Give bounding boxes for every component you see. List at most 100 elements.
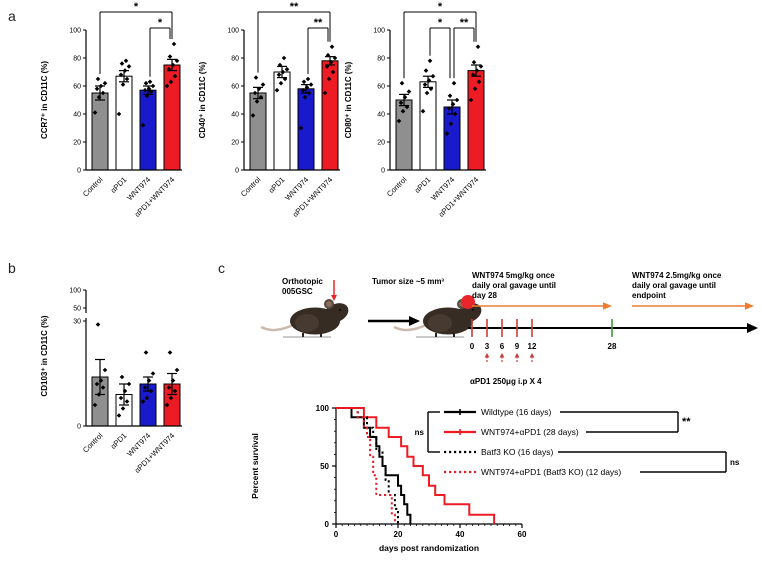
- data-point: [148, 89, 154, 94]
- data-point: [260, 82, 266, 87]
- data-point: [444, 131, 450, 136]
- y-axis-title: CD103⁺ in CD11C (%): [40, 315, 49, 396]
- dosing-text-1: daily oral gavage until: [472, 281, 556, 290]
- data-point: [144, 93, 150, 99]
- tumor-mouse: [393, 295, 482, 338]
- dosing-text-1: day 28: [472, 291, 497, 300]
- data-point: [118, 72, 124, 78]
- y-tick-label: 100: [373, 28, 385, 35]
- data-point: [332, 55, 338, 61]
- data-point: [330, 69, 336, 75]
- apd1-injection-arrowhead: [484, 353, 490, 358]
- legend-label: Batf3 KO (16 days): [481, 447, 553, 457]
- data-point: [276, 72, 282, 78]
- y-tick-label: 60: [231, 84, 239, 91]
- sig-label: **: [460, 17, 469, 29]
- data-point: [447, 93, 453, 99]
- y-tick-label: 80: [231, 56, 239, 63]
- data-point: [476, 79, 482, 85]
- x-tick-label: 40: [456, 530, 465, 539]
- x-category-label: Control: [385, 175, 409, 199]
- data-point: [428, 86, 434, 92]
- y-axis-title: CD80⁺ in CD11C (%): [344, 61, 353, 138]
- survival-km-chart: 0 50 100 0 20 40 60 Percent survival days post r…: [250, 404, 740, 553]
- data-point: [94, 86, 100, 92]
- cd40-bar-chart: 0 20 40 60 80 100 CD40⁺ in CD11C (%) Control αPD…: [198, 1, 340, 219]
- timeline-arrowhead: [747, 323, 758, 333]
- data-point: [143, 350, 149, 355]
- data-point: [328, 59, 334, 65]
- bar-αPD1: [419, 81, 437, 171]
- y-tick-label: 0: [235, 168, 239, 175]
- timeline-tick-label: 3: [485, 342, 490, 351]
- y-tick-label: 40: [231, 112, 239, 119]
- data-point: [452, 111, 458, 117]
- x-category-label: Control: [81, 431, 105, 455]
- data-point: [326, 76, 332, 82]
- y-tick-label: 100: [69, 28, 81, 35]
- data-point: [402, 94, 408, 100]
- data-point: [100, 90, 106, 96]
- data-point: [148, 388, 154, 394]
- y-tick-label: 40: [377, 112, 385, 119]
- x-tick-label: 0: [334, 530, 339, 539]
- data-point: [422, 82, 428, 87]
- data-point: [102, 80, 108, 86]
- data-point: [302, 94, 308, 100]
- sig-label: *: [134, 1, 139, 13]
- data-point: [147, 79, 153, 85]
- sig-label: *: [438, 17, 443, 29]
- timeline-tick-label: 28: [608, 342, 617, 351]
- data-point: [166, 385, 172, 390]
- timeline-tick-label: 0: [470, 342, 475, 351]
- x-category-label: αPD1: [267, 175, 287, 195]
- data-point: [124, 76, 130, 82]
- orthotopic-label: 005GSC: [282, 287, 313, 296]
- data-point: [284, 66, 290, 72]
- data-point: [100, 385, 106, 390]
- data-point: [454, 97, 460, 103]
- data-point: [122, 388, 128, 394]
- panel-b-label: b: [8, 260, 16, 276]
- bar-Control: [249, 92, 267, 171]
- data-point: [301, 79, 307, 85]
- bar-αPD1: [273, 71, 291, 171]
- data-point: [98, 83, 104, 89]
- legend-sig-label: ns: [415, 428, 425, 437]
- data-point: [116, 413, 122, 418]
- data-point: [118, 395, 124, 401]
- data-point: [300, 87, 306, 93]
- data-point: [423, 68, 429, 73]
- data-point: [329, 44, 335, 50]
- tumor-size-label: Tumor size ~5 mm³: [372, 277, 444, 286]
- tumor: [461, 295, 475, 309]
- data-point: [120, 82, 126, 87]
- data-point: [174, 367, 180, 373]
- data-point: [470, 72, 476, 78]
- apd1-injection-arrowhead: [514, 353, 520, 358]
- data-point: [96, 94, 102, 100]
- data-point: [282, 76, 288, 82]
- data-point: [150, 371, 156, 376]
- legend-label: Wildtype (16 days): [481, 407, 552, 417]
- sig-label: **: [290, 1, 299, 13]
- data-point: [92, 402, 98, 408]
- data-point: [142, 385, 148, 390]
- y-tick-label: 100: [316, 404, 330, 413]
- data-point: [144, 395, 150, 401]
- data-point: [95, 322, 101, 327]
- data-point: [146, 378, 152, 383]
- data-point: [325, 52, 331, 58]
- y-tick-label: 20: [73, 140, 81, 147]
- data-point: [95, 76, 101, 82]
- mouse-eye: [338, 308, 342, 312]
- data-point: [96, 392, 102, 397]
- data-point: [140, 122, 146, 128]
- data-point: [122, 68, 128, 73]
- sig-label: **: [314, 17, 323, 29]
- y-tick-label: 0: [325, 520, 330, 529]
- data-point: [170, 378, 176, 383]
- mouse-tail: [260, 322, 296, 332]
- data-point: [324, 64, 330, 69]
